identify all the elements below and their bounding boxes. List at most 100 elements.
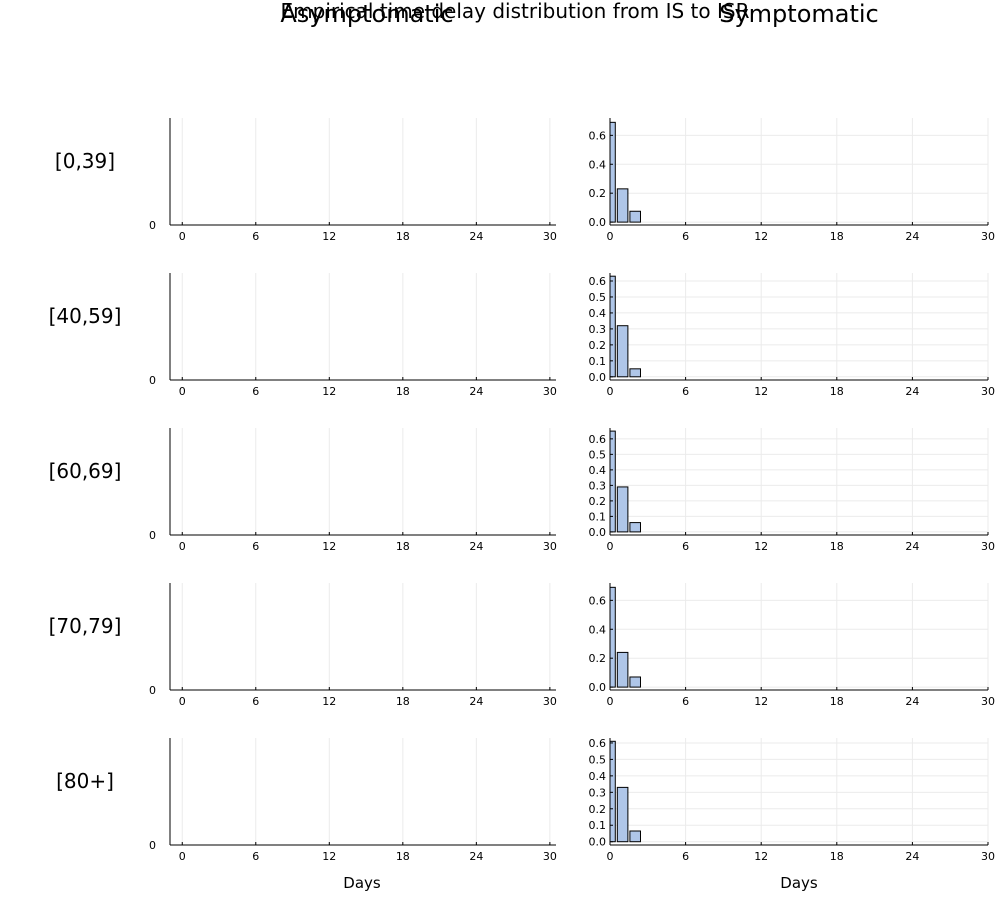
- x-tick-label: 24: [905, 230, 919, 243]
- x-axis-label: Days: [780, 874, 818, 892]
- y-tick-label: 0.4: [589, 307, 607, 320]
- y-tick-label: 0: [149, 219, 156, 232]
- y-tick-label: 0.4: [589, 623, 607, 636]
- x-tick-label: 24: [469, 230, 483, 243]
- x-tick-label: 0: [607, 230, 614, 243]
- x-tick-label: 18: [830, 850, 844, 863]
- y-tick-label: 0: [149, 684, 156, 697]
- bar: [616, 786, 629, 843]
- x-tick-label: 18: [830, 385, 844, 398]
- x-tick-label: 24: [469, 385, 483, 398]
- x-tick-label: 12: [322, 230, 336, 243]
- x-tick-label: 6: [682, 385, 689, 398]
- x-tick-label: 0: [179, 850, 186, 863]
- figure-title: Empirical time delay distribution from I…: [281, 0, 750, 23]
- y-tick-label: 0.5: [589, 291, 607, 304]
- x-tick-label: 0: [179, 695, 186, 708]
- y-tick-label: 0: [149, 374, 156, 387]
- row-label: [80+]: [56, 769, 114, 793]
- bar: [616, 325, 629, 378]
- y-tick-label: 0.2: [589, 652, 607, 665]
- y-tick-label: 0.6: [589, 594, 607, 607]
- bar: [629, 830, 641, 843]
- panel-symptomatic-0: 0 6 12 18 24 30 0.0 0.2 0.4 0.6: [589, 118, 995, 243]
- x-tick-label: 30: [981, 850, 995, 863]
- y-tick-label: 0: [149, 529, 156, 542]
- panel-asymptomatic-0: [0,39] 0 6 12 18 24 30 0: [55, 118, 557, 243]
- y-tick-label: 0.0: [589, 216, 607, 229]
- x-tick-label: 18: [830, 540, 844, 553]
- x-tick-label: 6: [682, 540, 689, 553]
- x-tick-label: 30: [543, 230, 557, 243]
- y-tick-label: 0.5: [589, 753, 607, 766]
- x-tick-label: 6: [682, 850, 689, 863]
- bar: [616, 486, 629, 533]
- bar: [629, 210, 641, 223]
- x-tick-label: 0: [607, 695, 614, 708]
- row-label: [0,39]: [55, 149, 115, 173]
- y-tick-label: 0.4: [589, 770, 607, 783]
- panel-symptomatic-2: 0 6 12 18 24 30 0.0 0.1 0.2 0.3 0.4 0.5 0.6: [589, 428, 995, 553]
- bar: [609, 586, 616, 688]
- x-tick-label: 24: [469, 695, 483, 708]
- y-tick-label: 0.4: [589, 158, 607, 171]
- x-tick-label: 6: [252, 230, 259, 243]
- bar: [629, 676, 641, 688]
- x-tick-label: 24: [905, 695, 919, 708]
- x-tick-label: 18: [396, 850, 410, 863]
- y-tick-label: 0.0: [589, 836, 607, 849]
- col-title-symptomatic: Symptomatic: [719, 0, 879, 28]
- y-tick-label: 0.3: [589, 479, 607, 492]
- x-tick-label: 30: [543, 695, 557, 708]
- y-tick-label: 0.6: [589, 129, 607, 142]
- panel-asymptomatic-3: [70,79] 0 6 12 18 24 30 0: [49, 583, 557, 708]
- panel-asymptomatic-1: [40,59] 0 6 12 18 24 30 0: [49, 273, 557, 398]
- x-tick-label: 30: [981, 230, 995, 243]
- x-tick-label: 6: [252, 850, 259, 863]
- x-tick-label: 18: [830, 230, 844, 243]
- x-tick-label: 12: [754, 230, 768, 243]
- panel-asymptomatic-2: [60,69] 0 6 12 18 24 30 0: [49, 428, 557, 553]
- bar: [616, 651, 629, 688]
- row-label: [70,79]: [49, 614, 122, 638]
- x-axis-label: Days: [343, 874, 381, 892]
- x-tick-label: 12: [754, 385, 768, 398]
- y-tick-label: 0.6: [589, 737, 607, 750]
- x-tick-label: 12: [322, 385, 336, 398]
- x-tick-label: 6: [682, 230, 689, 243]
- x-tick-label: 12: [322, 850, 336, 863]
- y-tick-label: 0.0: [589, 681, 607, 694]
- x-tick-label: 30: [543, 385, 557, 398]
- y-tick-label: 0.6: [589, 275, 607, 288]
- panel-symptomatic-1: 0 6 12 18 24 30 0.0 0.1 0.2 0.3 0.4 0.5 0.6: [589, 273, 995, 398]
- col-title-asymptomatic: Asymptomatic: [280, 0, 453, 28]
- y-tick-label: 0.1: [589, 510, 607, 523]
- x-tick-label: 30: [981, 695, 995, 708]
- x-tick-label: 18: [396, 540, 410, 553]
- y-tick-label: 0.2: [589, 339, 607, 352]
- bar: [616, 188, 629, 223]
- panel-grid: [0,39] 0 6 12 18 24 30 0 0 6 12 18 24 30 0.0 0.2 0.4 0.6 […: [49, 118, 995, 892]
- y-tick-label: 0.0: [589, 371, 607, 384]
- x-tick-label: 12: [754, 540, 768, 553]
- panel-symptomatic-3: 0 6 12 18 24 30 0.0 0.2 0.4 0.6: [589, 583, 995, 708]
- y-tick-label: 0: [149, 839, 156, 852]
- x-tick-label: 0: [607, 850, 614, 863]
- row-label: [40,59]: [49, 304, 122, 328]
- x-tick-label: 24: [469, 850, 483, 863]
- x-tick-label: 30: [543, 850, 557, 863]
- x-tick-label: 24: [469, 540, 483, 553]
- y-tick-label: 0.4: [589, 464, 607, 477]
- bar: [609, 740, 616, 843]
- x-tick-label: 0: [607, 385, 614, 398]
- y-tick-label: 0.1: [589, 819, 607, 832]
- x-tick-label: 6: [252, 695, 259, 708]
- bar: [629, 522, 641, 533]
- x-tick-label: 18: [830, 695, 844, 708]
- panel-asymptomatic-4: [80+] 0 6 12 18 24 30 0 Days: [56, 738, 557, 892]
- x-tick-label: 18: [396, 385, 410, 398]
- bar: [609, 275, 616, 378]
- y-tick-label: 0.2: [589, 803, 607, 816]
